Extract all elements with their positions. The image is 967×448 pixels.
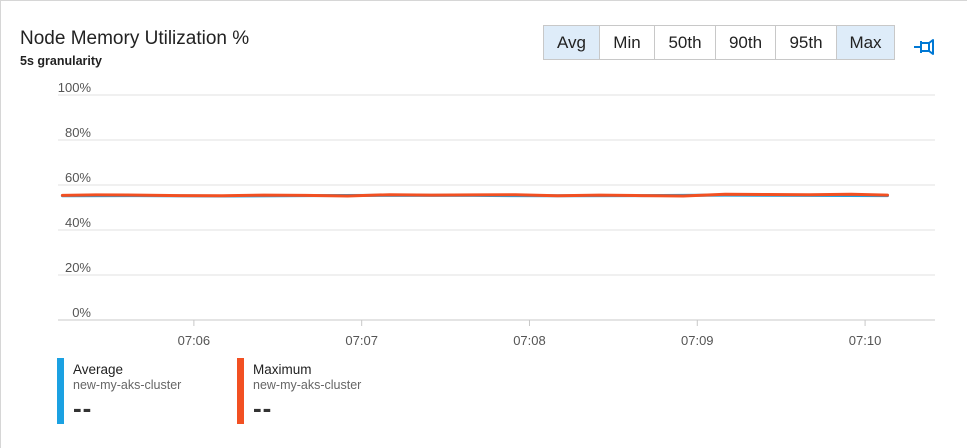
x-tick-label: 07:06: [178, 333, 211, 348]
agg-95th-button[interactable]: 95th: [775, 26, 836, 59]
pin-icon[interactable]: [913, 37, 939, 57]
y-tick-label: 0%: [72, 305, 91, 320]
y-tick-label: 100%: [58, 80, 92, 95]
legend-series-name: Average: [73, 362, 124, 377]
legend-color-bar-average: [57, 358, 64, 424]
aggregation-toggle-group: Avg Min 50th 90th 95th Max: [543, 25, 895, 60]
legend-summary-value: --: [73, 393, 93, 423]
x-tick-label: 07:09: [681, 333, 714, 348]
legend-resource-name: new-my-aks-cluster: [73, 378, 182, 392]
agg-50th-button[interactable]: 50th: [654, 26, 715, 59]
legend-resource-name: new-my-aks-cluster: [253, 378, 362, 392]
agg-max-button[interactable]: Max: [836, 26, 894, 59]
series-line-maximum: [60, 192, 889, 198]
legend-summary-value: --: [253, 393, 273, 423]
chart-title: Node Memory Utilization %: [20, 28, 250, 49]
granularity-label: 5s granularity: [20, 54, 102, 68]
legend-item-average[interactable]: Average new-my-aks-cluster --: [57, 358, 181, 424]
y-tick-label: 60%: [65, 170, 91, 185]
legend-color-bar-maximum: [237, 358, 244, 424]
y-tick-label: 20%: [65, 260, 91, 275]
legend-item-maximum[interactable]: Maximum new-my-aks-cluster --: [237, 358, 361, 424]
agg-min-button[interactable]: Min: [599, 26, 654, 59]
agg-90th-button[interactable]: 90th: [715, 26, 775, 59]
y-tick-label: 80%: [65, 125, 91, 140]
legend-series-name: Maximum: [253, 362, 312, 377]
x-tick-label: 07:10: [849, 333, 882, 348]
x-tick-label: 07:08: [513, 333, 546, 348]
y-tick-label: 40%: [65, 215, 91, 230]
x-tick-label: 07:07: [345, 333, 378, 348]
agg-avg-button[interactable]: Avg: [544, 26, 599, 59]
